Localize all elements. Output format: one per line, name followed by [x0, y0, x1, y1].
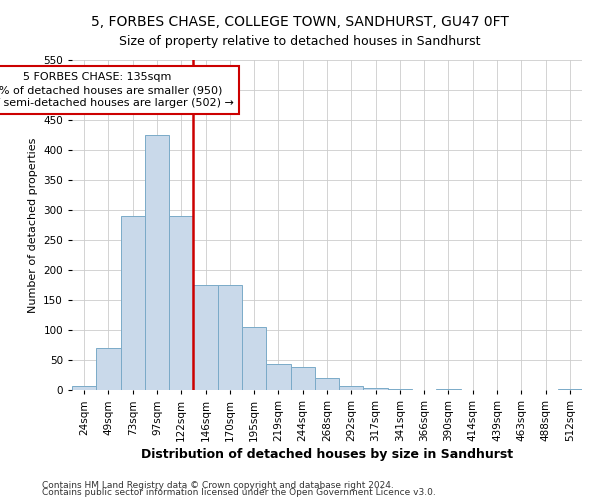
Bar	[242, 327, 266, 390]
Bar	[193, 285, 218, 390]
Bar	[339, 386, 364, 390]
Bar	[558, 389, 582, 390]
Text: 5 FORBES CHASE: 135sqm
← 65% of detached houses are smaller (950)
34% of semi-de: 5 FORBES CHASE: 135sqm ← 65% of detached…	[0, 72, 234, 108]
Bar	[72, 386, 96, 390]
Bar	[266, 364, 290, 390]
Bar	[218, 285, 242, 390]
Bar	[388, 389, 412, 390]
Bar	[121, 216, 145, 390]
Bar	[96, 348, 121, 390]
Text: 5, FORBES CHASE, COLLEGE TOWN, SANDHURST, GU47 0FT: 5, FORBES CHASE, COLLEGE TOWN, SANDHURST…	[91, 15, 509, 29]
X-axis label: Distribution of detached houses by size in Sandhurst: Distribution of detached houses by size …	[141, 448, 513, 461]
Text: Contains HM Land Registry data © Crown copyright and database right 2024.: Contains HM Land Registry data © Crown c…	[42, 480, 394, 490]
Bar	[315, 378, 339, 390]
Text: Size of property relative to detached houses in Sandhurst: Size of property relative to detached ho…	[119, 35, 481, 48]
Bar	[436, 389, 461, 390]
Bar	[290, 367, 315, 390]
Bar	[169, 216, 193, 390]
Y-axis label: Number of detached properties: Number of detached properties	[28, 138, 38, 312]
Bar	[364, 388, 388, 390]
Bar	[145, 135, 169, 390]
Text: Contains public sector information licensed under the Open Government Licence v3: Contains public sector information licen…	[42, 488, 436, 497]
